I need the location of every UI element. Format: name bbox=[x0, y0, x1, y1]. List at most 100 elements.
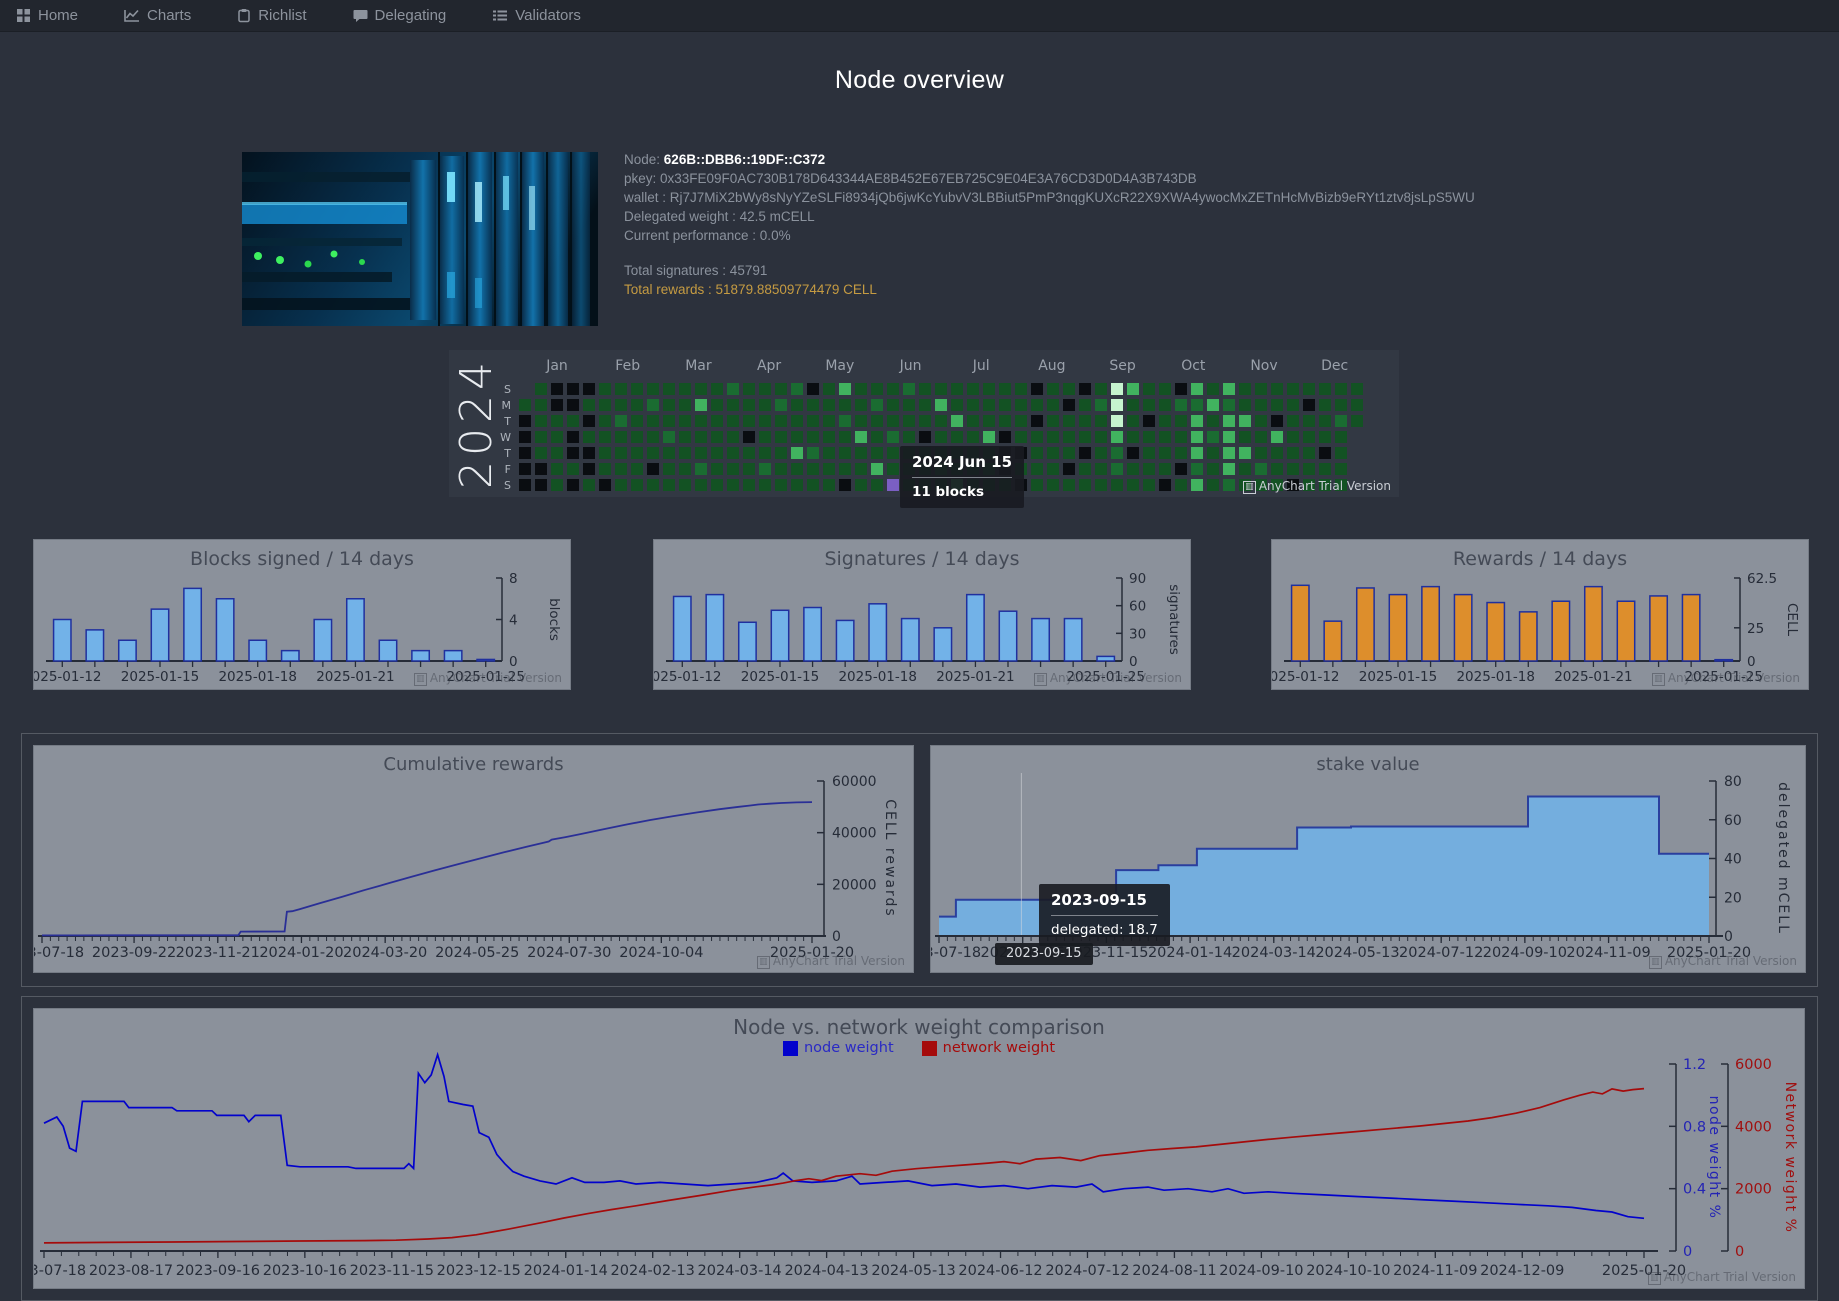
svg-text:1.2: 1.2 bbox=[1683, 1057, 1706, 1073]
svg-text:25: 25 bbox=[1747, 621, 1764, 637]
svg-text:Oct: Oct bbox=[1181, 358, 1206, 374]
node-wallet: wallet : Rj7J7MiX2bWy8sNyYZeSLFi8934jQb6… bbox=[624, 188, 1475, 207]
bar bbox=[1487, 603, 1504, 661]
top-nav: Home Charts Richlist Delegating Validato… bbox=[0, 0, 1839, 32]
svg-text:0: 0 bbox=[832, 929, 841, 945]
tooltip-date: 2023-09-15 bbox=[1051, 891, 1158, 909]
cumulative-rewards-chart-canvas[interactable]: 2023-07-182023-09-222023-11-212024-01-20… bbox=[34, 746, 915, 974]
svg-text:2024-11-09: 2024-11-09 bbox=[1566, 945, 1650, 961]
svg-text:20: 20 bbox=[1724, 890, 1742, 906]
crosshair-axis-label: 2023-09-15 bbox=[995, 943, 1093, 965]
bar bbox=[674, 596, 691, 661]
svg-text:2025-01-12: 2025-01-12 bbox=[654, 669, 722, 685]
svg-text:2025-01-12: 2025-01-12 bbox=[34, 669, 102, 685]
bar bbox=[314, 620, 331, 662]
anychart-icon: ▥ bbox=[1243, 481, 1256, 494]
nav-item-charts[interactable]: Charts bbox=[124, 7, 191, 24]
bar bbox=[804, 608, 821, 661]
svg-text:2025-01-18: 2025-01-18 bbox=[1456, 669, 1534, 685]
tooltip-value: 11 blocks bbox=[912, 484, 1012, 500]
grid-icon bbox=[16, 8, 31, 23]
svg-text:2024-05-25: 2024-05-25 bbox=[435, 945, 519, 961]
svg-text:2024-07-12: 2024-07-12 bbox=[1045, 1263, 1129, 1279]
bar bbox=[1454, 595, 1471, 661]
svg-text:6000: 6000 bbox=[1735, 1057, 1772, 1073]
cumulative-rewards-chart-panel: Cumulative rewards 2023-07-182023-09-222… bbox=[33, 745, 914, 973]
svg-text:0.4: 0.4 bbox=[1683, 1182, 1706, 1198]
bar bbox=[1715, 660, 1732, 661]
svg-text:60000: 60000 bbox=[832, 774, 877, 790]
bar bbox=[869, 604, 886, 661]
bar bbox=[706, 595, 723, 661]
svg-text:Feb: Feb bbox=[615, 358, 640, 374]
signatures-chart-canvas[interactable]: 0306090signatures2025-01-122025-01-15202… bbox=[654, 540, 1192, 691]
bar bbox=[1585, 587, 1602, 661]
cumulative-rewards-line bbox=[42, 802, 812, 935]
svg-text:2024-10-10: 2024-10-10 bbox=[1306, 1263, 1390, 1279]
svg-text:2024-05-13: 2024-05-13 bbox=[871, 1263, 955, 1279]
svg-text:T: T bbox=[503, 447, 511, 460]
stake-value-chart-panel: stake value 2023-07-182023-09-162023-11-… bbox=[930, 745, 1806, 973]
svg-text:2025-01-21: 2025-01-21 bbox=[316, 669, 394, 685]
nav-item-delegating[interactable]: Delegating bbox=[353, 7, 447, 24]
svg-text:Mar: Mar bbox=[685, 358, 712, 374]
svg-text:30: 30 bbox=[1129, 626, 1146, 642]
node-performance: Current performance : 0.0% bbox=[624, 226, 1475, 245]
svg-text:4: 4 bbox=[509, 613, 518, 629]
signatures-chart-panel: Signatures / 14 days 0306090signatures20… bbox=[653, 539, 1191, 690]
bar bbox=[999, 611, 1016, 661]
node-pkey: pkey: 0x33FE09F0AC730B178D643344AE8B452E… bbox=[624, 169, 1475, 188]
heatmap-year-label: 2024 bbox=[451, 350, 503, 497]
svg-text:2024-12-09: 2024-12-09 bbox=[1480, 1263, 1564, 1279]
svg-text:40000: 40000 bbox=[832, 826, 877, 842]
svg-text:2023-07-18: 2023-07-18 bbox=[931, 945, 981, 961]
svg-text:0.8: 0.8 bbox=[1683, 1119, 1706, 1135]
svg-text:2024-03-14: 2024-03-14 bbox=[1232, 945, 1316, 961]
svg-text:0: 0 bbox=[1735, 1244, 1744, 1260]
bar bbox=[1032, 619, 1049, 661]
nav-item-richlist[interactable]: Richlist bbox=[237, 7, 306, 24]
node-id-line: Node: 626B::DBB6::19DF::C372 bbox=[624, 150, 1475, 169]
svg-text:0: 0 bbox=[1683, 1244, 1692, 1260]
rewards-chart-canvas[interactable]: 02562.5CELL2025-01-122025-01-152025-01-1… bbox=[1272, 540, 1810, 691]
bar bbox=[1292, 585, 1309, 661]
bar bbox=[1682, 595, 1699, 661]
blocks-signed-chart-canvas[interactable]: 048blocks2025-01-122025-01-152025-01-182… bbox=[34, 540, 572, 691]
svg-text:2025-01-12: 2025-01-12 bbox=[1272, 669, 1340, 685]
server-photo bbox=[242, 152, 598, 326]
svg-text:2023-12-15: 2023-12-15 bbox=[437, 1263, 521, 1279]
bar bbox=[1617, 601, 1634, 661]
node-delegated-weight: Delegated weight : 42.5 mCELL bbox=[624, 207, 1475, 226]
weight-comparison-chart-canvas[interactable]: 2023-07-182023-08-172023-09-162023-10-16… bbox=[34, 1009, 1806, 1290]
svg-text:40: 40 bbox=[1724, 852, 1742, 868]
bar bbox=[739, 622, 756, 661]
bar bbox=[934, 628, 951, 661]
svg-text:0: 0 bbox=[1129, 654, 1138, 670]
bar bbox=[1097, 656, 1114, 661]
nav-item-validators[interactable]: Validators bbox=[492, 7, 581, 24]
calendar-heatmap-panel: 2024 JanFebMarAprMayJunJulAugSepOctNovDe… bbox=[449, 350, 1399, 497]
node-id: 626B::DBB6::19DF::C372 bbox=[664, 152, 825, 167]
svg-text:2024-01-14: 2024-01-14 bbox=[524, 1263, 608, 1279]
anychart-watermark: ▥AnyChart Trial Version bbox=[1652, 671, 1800, 686]
svg-text:2023-09-22: 2023-09-22 bbox=[92, 945, 176, 961]
bottom-chart-container: Node vs. network weight comparison node … bbox=[21, 996, 1818, 1301]
bar bbox=[477, 659, 494, 661]
svg-text:2023-08-17: 2023-08-17 bbox=[89, 1263, 173, 1279]
svg-text:2024-05-13: 2024-05-13 bbox=[1315, 945, 1399, 961]
svg-text:2023-10-16: 2023-10-16 bbox=[263, 1263, 347, 1279]
svg-text:Jul: Jul bbox=[972, 358, 990, 374]
bar bbox=[86, 630, 103, 661]
svg-text:2024-07-12: 2024-07-12 bbox=[1399, 945, 1483, 961]
svg-text:Nov: Nov bbox=[1250, 358, 1277, 374]
svg-text:S: S bbox=[504, 479, 511, 492]
svg-text:signatures: signatures bbox=[1166, 584, 1182, 655]
svg-text:2025-01-18: 2025-01-18 bbox=[838, 669, 916, 685]
svg-text:Network weight %: Network weight % bbox=[1782, 1082, 1798, 1234]
tooltip-date: 2024 Jun 15 bbox=[912, 453, 1012, 471]
tooltip-value: delegated: 18.7 bbox=[1051, 922, 1158, 938]
svg-text:2024-08-11: 2024-08-11 bbox=[1132, 1263, 1216, 1279]
bar bbox=[1064, 619, 1081, 661]
nav-item-home[interactable]: Home bbox=[16, 7, 78, 24]
bar bbox=[836, 620, 853, 661]
